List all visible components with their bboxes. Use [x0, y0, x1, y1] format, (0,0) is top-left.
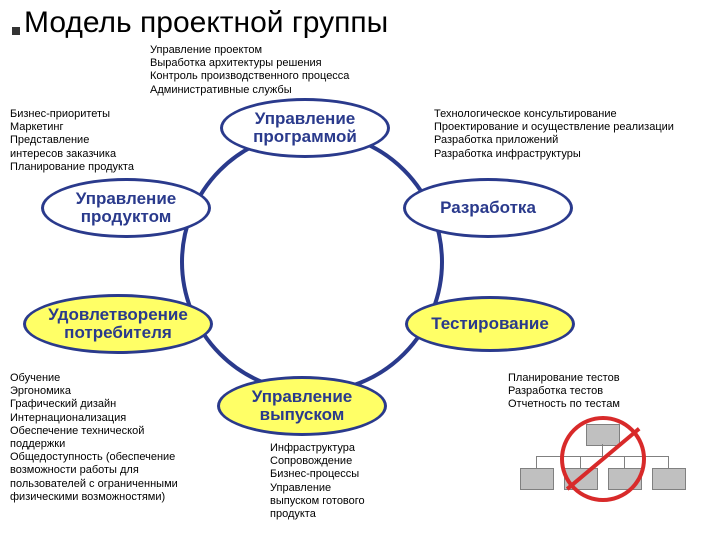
annotation-line: Маркетинг — [10, 121, 134, 134]
annotation-right-bottom: Планирование тестовРазработка тестовОтче… — [508, 372, 620, 412]
annotation-line: интересов заказчика — [10, 148, 134, 161]
org-line — [536, 456, 537, 468]
page-title: Модель проектной группы — [24, 6, 388, 40]
annotation-line: Разработка инфраструктуры — [434, 148, 674, 161]
org-line — [668, 456, 669, 468]
annotation-left-bottom: ОбучениеЭргономикаГрафический дизайнИнте… — [10, 372, 178, 504]
annotation-line: Эргономика — [10, 385, 178, 398]
org-box — [652, 468, 686, 490]
annotation-left-top: Бизнес-приоритетыМаркетингПредставлениеи… — [10, 108, 134, 174]
role-oval-product: Управлениепродуктом — [41, 178, 211, 238]
annotation-line: Планирование продукта — [10, 161, 134, 174]
annotation-line: Контроль производственного процесса — [150, 70, 349, 83]
prohibited-icon — [560, 416, 646, 502]
role-oval-satisfy: Удовлетворениепотребителя — [23, 294, 213, 354]
annotation-line: Разработка тестов — [508, 385, 620, 398]
annotation-line: Административные службы — [150, 84, 349, 97]
role-label: Удовлетворениепотребителя — [48, 306, 188, 342]
cycle-ring — [180, 130, 444, 394]
annotation-line: Сопровождение — [270, 455, 365, 468]
annotation-line: Бизнес-процессы — [270, 468, 365, 481]
role-label: Разработка — [440, 199, 536, 217]
annotation-line: Представление — [10, 134, 134, 147]
annotation-line: Графический дизайн — [10, 398, 178, 411]
annotation-line: Выработка архитектуры решения — [150, 57, 349, 70]
annotation-line: пользователей с ограниченными — [10, 478, 178, 491]
role-oval-program: Управлениепрограммой — [220, 98, 390, 158]
annotation-line: Технологическое консультирование — [434, 108, 674, 121]
role-label: Тестирование — [431, 315, 549, 333]
annotation-top: Управление проектомВыработка архитектуры… — [150, 44, 349, 97]
annotation-line: продукта — [270, 508, 365, 521]
annotation-line: Планирование тестов — [508, 372, 620, 385]
annotation-line: Разработка приложений — [434, 134, 674, 147]
annotation-line: Общедоступность (обеспечение — [10, 451, 178, 464]
annotation-line: Проектирование и осуществление реализаци… — [434, 121, 674, 134]
annotation-line: Обучение — [10, 372, 178, 385]
annotation-line: Бизнес-приоритеты — [10, 108, 134, 121]
role-oval-testing: Тестирование — [405, 296, 575, 352]
annotation-line: поддержки — [10, 438, 178, 451]
role-label: Управлениевыпуском — [252, 388, 352, 424]
org-box — [520, 468, 554, 490]
annotation-line: Инфраструктура — [270, 442, 365, 455]
role-oval-develop: Разработка — [403, 178, 573, 238]
org-chart-forbidden — [520, 424, 690, 514]
annotation-line: физическими возможностями) — [10, 491, 178, 504]
role-oval-release: Управлениевыпуском — [217, 376, 387, 436]
annotation-line: Отчетность по тестам — [508, 398, 620, 411]
annotation-line: Управление проектом — [150, 44, 349, 57]
annotation-line: Обеспечение технической — [10, 425, 178, 438]
role-label: Управлениепрограммой — [253, 110, 357, 146]
annotation-line: Интернационализация — [10, 412, 178, 425]
annotation-line: возможности работы для — [10, 464, 178, 477]
annotation-right-top: Технологическое консультированиеПроектир… — [434, 108, 674, 161]
annotation-line: выпуском готового — [270, 495, 365, 508]
annotation-line: Управление — [270, 482, 365, 495]
annotation-bottom-center: ИнфраструктураСопровождениеБизнес-процес… — [270, 442, 365, 521]
role-label: Управлениепродуктом — [76, 190, 176, 226]
slide-bullet — [12, 27, 20, 35]
